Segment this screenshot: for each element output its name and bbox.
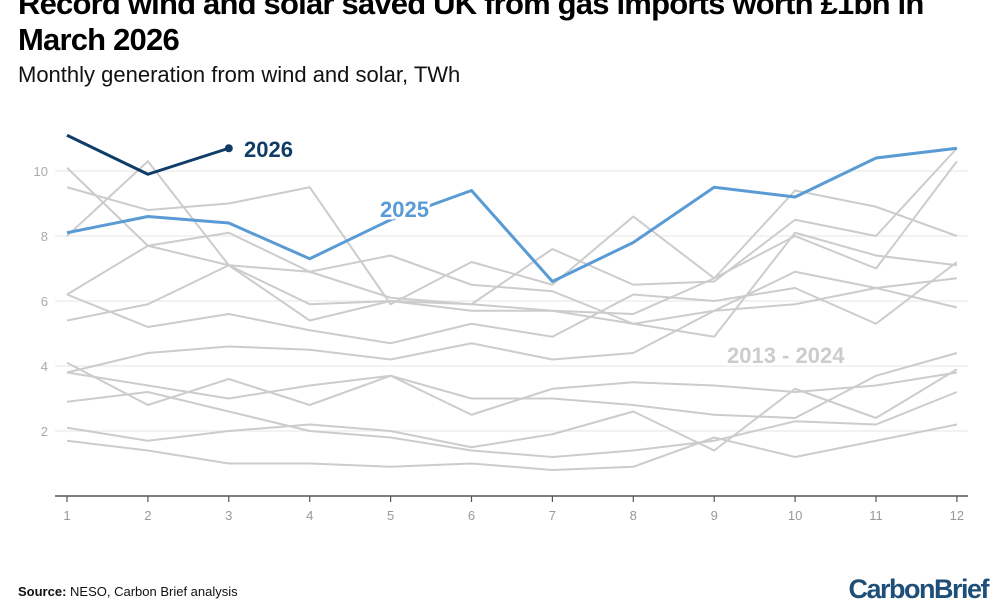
history-series-line [66, 261, 958, 345]
x-tick-label: 2 [144, 508, 151, 523]
history-series-line [66, 287, 958, 374]
y-tick-label: 10 [34, 164, 48, 179]
series-label-2025: 2025 [380, 197, 429, 222]
x-tick-label: 12 [950, 508, 964, 523]
y-tick-label: 4 [41, 359, 48, 374]
history-series-line [66, 391, 958, 458]
history-label: 2013 - 2024 [727, 343, 845, 368]
x-tick-label: 10 [788, 508, 802, 523]
source-text: NESO, Carbon Brief analysis [66, 584, 238, 599]
history-series-line [66, 264, 958, 325]
x-tick-label: 9 [711, 508, 718, 523]
series-label-2026: 2026 [244, 137, 293, 162]
series-line-2025 [66, 146, 958, 283]
x-tick-label: 3 [225, 508, 232, 523]
carbon-brief-logo: CarbonBrief [848, 574, 989, 604]
history-series-line [66, 361, 958, 416]
history-series-line [66, 352, 958, 419]
source-note: Source: NESO, Carbon Brief analysis [18, 584, 238, 599]
history-series-line [66, 186, 958, 306]
x-tick-label: 1 [63, 508, 70, 523]
source-label: Source: [18, 584, 67, 599]
x-tick-label: 5 [387, 508, 394, 523]
y-tick-label: 8 [41, 229, 48, 244]
history-series-line [66, 167, 958, 338]
y-tick-label: 2 [41, 424, 48, 439]
history-series-line [66, 160, 958, 315]
x-tick-label: 11 [869, 508, 883, 523]
x-tick-label: 4 [306, 508, 313, 523]
history-series-line [66, 147, 958, 322]
x-tick-label: 8 [630, 508, 637, 523]
x-tick-label: 6 [468, 508, 475, 523]
history-series-line [66, 368, 958, 452]
y-tick-label: 6 [41, 294, 48, 309]
series-line-2026 [66, 133, 230, 176]
series-end-marker-2026 [224, 144, 233, 153]
x-tick-label: 7 [549, 508, 556, 523]
chart-subtitle: Monthly generation from wind and solar, … [18, 62, 461, 87]
chart-title: Record wind and solar saved UK from gas … [18, 0, 924, 57]
history-series-line [66, 423, 958, 471]
